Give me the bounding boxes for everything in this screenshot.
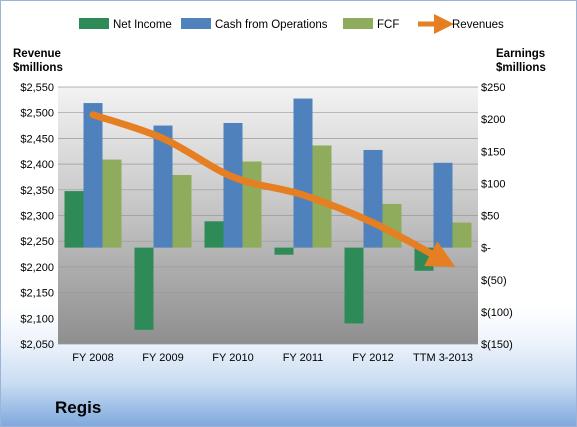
left-tick-label: $2,100 [20,313,54,325]
legend-label: Net Income [113,19,172,31]
bar-cash-from-operations [153,125,173,248]
right-tick-label: $(100) [481,307,513,319]
left-tick-label: $2,300 [20,211,54,223]
bar-net-income [134,247,154,330]
left-axis-title: Revenue $millions [13,47,63,75]
right-tick-label: $250 [481,82,505,94]
bar-fcf [102,159,122,248]
bar-net-income [344,247,364,324]
bar-fcf [452,222,472,248]
legend-swatch [181,18,211,29]
bar-net-income [274,247,294,255]
right-tick-label: $200 [481,114,505,126]
x-tick-label: FY 2011 [283,352,324,364]
bar-cash-from-operations [363,149,383,248]
right-tick-label: $100 [481,178,505,190]
right-tick-label: $- [481,243,491,255]
gridlines [58,86,478,345]
revenue-line [89,111,456,267]
legend-label: Revenues [452,19,504,31]
legend-swatch [79,18,109,29]
left-tick-label: $2,050 [20,339,54,351]
revenue-series-line [89,111,456,267]
right-tick-label: $50 [481,211,499,223]
legend-swatch [343,18,373,29]
bar-cash-from-operations [223,122,243,248]
left-tick-label: $2,500 [20,108,54,120]
bar-cash-from-operations [83,103,103,248]
bar-net-income [204,221,224,248]
bars [64,98,472,330]
bar-cash-from-operations [433,162,453,248]
right-axis-ticks: $(150) $(100) $(50) $- $50 $100 $150 $200 $250 [481,82,513,351]
left-axis-title-line1: Revenue [13,48,61,60]
bar-cash-from-operations [293,98,313,248]
right-tick-label: $150 [481,146,505,158]
right-axis-title: Earnings $millions [496,47,546,75]
x-axis-labels: FY 2008 FY 2009 FY 2010 FY 2011 FY 2012 TTM 3… [72,352,473,364]
legend: Net Income Cash from Operations FCF Revenue… [79,14,504,34]
left-tick-label: $2,200 [20,262,54,274]
company-name: Regis [55,398,102,417]
x-tick-label: FY 2010 [212,352,253,364]
left-tick-label: $2,400 [20,159,54,171]
x-tick-label: FY 2008 [72,352,113,364]
right-axis-title-line1: Earnings [496,48,546,60]
right-tick-label: $(150) [481,339,513,351]
right-axis-title-line2: $millions [496,62,546,74]
left-tick-label: $2,250 [20,236,54,248]
legend-label: Cash from Operations [215,19,328,31]
bar-fcf [312,145,332,248]
x-tick-label: FY 2009 [142,352,183,364]
left-tick-label: $2,150 [20,288,54,300]
bar-fcf [172,175,192,248]
left-axis-ticks: $2,050 $2,100 $2,150 $2,200 $2,250 $2,300 $2,3… [20,82,54,351]
legend-label: FCF [377,19,399,31]
left-tick-label: $2,350 [20,185,54,197]
bar-net-income [64,191,84,248]
left-axis-title-line2: $millions [13,62,63,74]
x-tick-label: TTM 3-2013 [413,352,473,364]
right-tick-label: $(50) [481,275,507,287]
left-tick-label: $2,450 [20,133,54,145]
bar-fcf [242,161,262,248]
left-tick-label: $2,550 [20,82,54,94]
x-tick-label: FY 2012 [352,352,393,364]
